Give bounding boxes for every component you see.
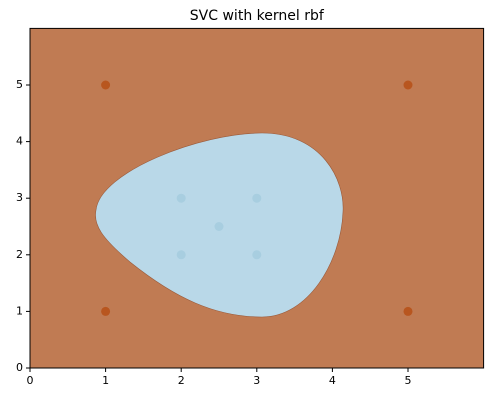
chart-title: SVC with kernel rbf <box>190 8 325 24</box>
x-tick-label: 1 <box>102 374 109 387</box>
y-tick-label: 4 <box>16 135 23 148</box>
data-point <box>252 250 262 260</box>
y-tick-label: 2 <box>16 248 23 261</box>
y-tick-label: 3 <box>16 191 23 204</box>
data-point <box>252 193 262 203</box>
data-point <box>101 306 111 316</box>
data-point <box>403 80 413 90</box>
x-tick-label: 4 <box>329 374 336 387</box>
y-tick-label: 5 <box>16 78 23 91</box>
x-tick-label: 2 <box>178 374 185 387</box>
x-tick-label: 0 <box>27 374 34 387</box>
data-point <box>176 193 186 203</box>
data-point <box>403 306 413 316</box>
x-tick-label: 5 <box>405 374 412 387</box>
data-point <box>214 222 224 231</box>
y-tick-label: 0 <box>16 361 23 374</box>
x-tick-label: 3 <box>253 374 260 387</box>
y-tick-label: 1 <box>16 304 23 317</box>
data-point <box>101 80 111 90</box>
data-point <box>176 250 186 260</box>
